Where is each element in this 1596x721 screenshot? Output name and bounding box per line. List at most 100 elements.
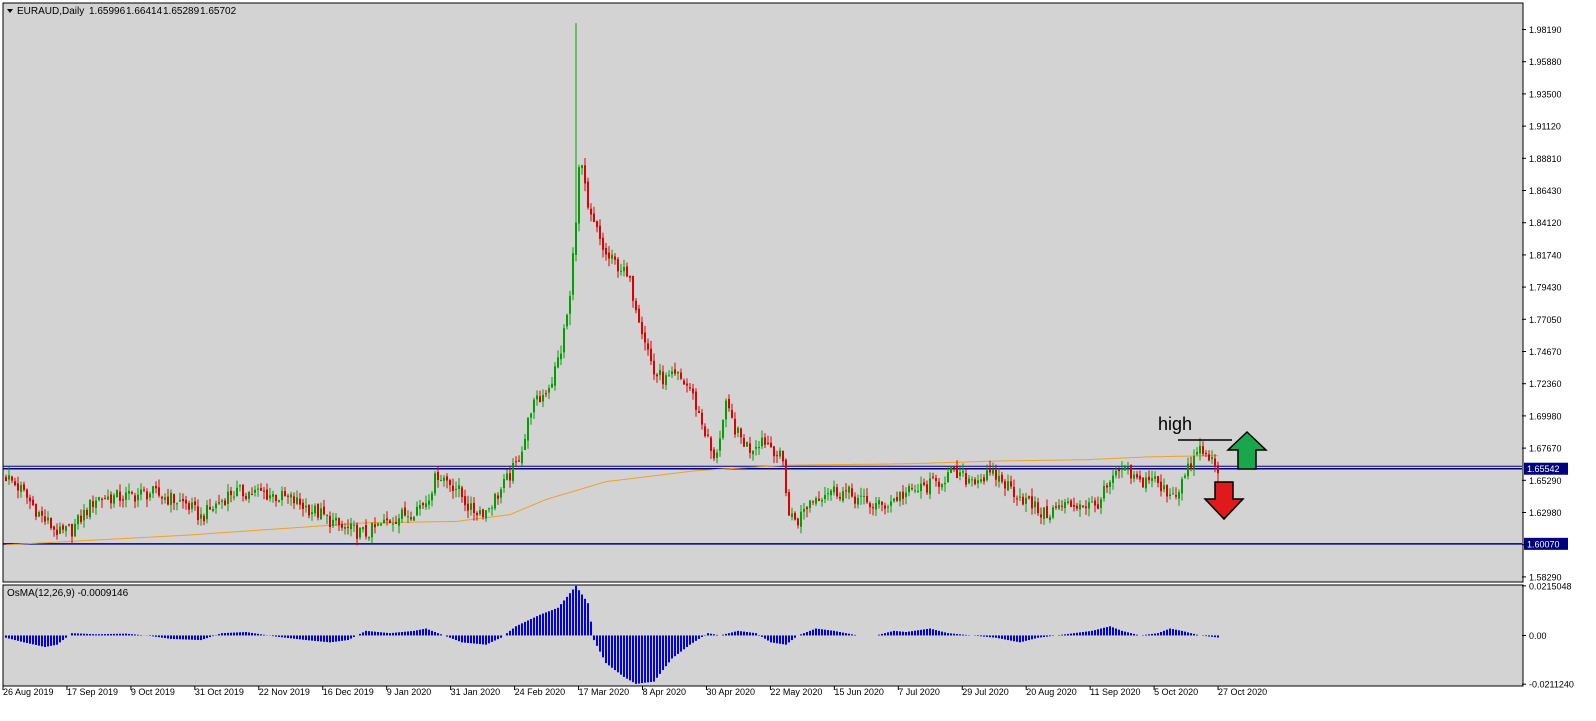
candle-body	[164, 497, 166, 500]
candle	[650, 340, 652, 365]
candle	[170, 489, 172, 513]
candle-body	[320, 508, 322, 520]
candle	[782, 450, 784, 467]
candle-body	[386, 518, 388, 521]
candle	[74, 519, 76, 538]
date-tick-label: 11 Sep 2020	[1090, 687, 1140, 697]
candle	[494, 492, 496, 511]
candle	[890, 495, 892, 513]
candle-body	[740, 428, 742, 438]
arrow-down-icon[interactable]	[1203, 481, 1245, 521]
candle-body	[1034, 501, 1036, 508]
candle	[287, 493, 289, 504]
date-tick-label: 31 Oct 2019	[195, 687, 244, 697]
candle	[788, 489, 790, 517]
candle	[872, 503, 874, 516]
candle	[830, 489, 832, 501]
price-tick-label: 1.77050	[1529, 315, 1562, 325]
candle-body	[632, 275, 634, 301]
candle-body	[479, 510, 481, 515]
candle	[5, 474, 7, 482]
candle-body	[587, 181, 589, 208]
candle	[992, 462, 994, 476]
candle	[266, 483, 268, 501]
candle	[917, 484, 919, 494]
candle	[749, 436, 751, 459]
candle	[1121, 461, 1123, 478]
candle	[1082, 505, 1084, 508]
candle-body	[887, 506, 889, 508]
price-tick-label: 1.95880	[1529, 57, 1562, 67]
main-pane[interactable]	[2, 2, 1524, 583]
candle	[920, 476, 922, 499]
candle	[350, 517, 352, 537]
candle	[827, 487, 829, 501]
candle-body	[881, 501, 883, 505]
candle	[62, 523, 64, 534]
candle-body	[845, 490, 847, 492]
candle	[677, 371, 679, 381]
candle	[56, 523, 58, 540]
candle	[131, 490, 133, 495]
candle	[92, 495, 94, 513]
candle-body	[212, 508, 214, 511]
candle-body	[314, 505, 316, 514]
candle-body	[878, 500, 880, 505]
candle	[95, 496, 97, 515]
candle-body	[131, 491, 133, 494]
candle	[902, 484, 904, 505]
candle	[983, 474, 985, 485]
candle	[938, 477, 940, 495]
candle	[530, 412, 532, 425]
candle-body	[593, 213, 595, 223]
candle	[776, 450, 778, 464]
candle-body	[602, 237, 604, 250]
candle-body	[1184, 475, 1186, 478]
symbol-dropdown-icon[interactable]	[7, 9, 13, 13]
candle	[608, 246, 610, 267]
candle	[785, 458, 787, 497]
candle	[845, 483, 847, 499]
candle	[824, 486, 826, 504]
candle	[158, 479, 160, 498]
price-tick-label: 1.67670	[1529, 444, 1562, 454]
candle	[233, 490, 235, 501]
candle	[260, 483, 262, 491]
date-tick-label: 29 Jul 2020	[962, 687, 1009, 697]
candle-body	[734, 418, 736, 435]
candle-body	[965, 473, 967, 485]
candle-body	[800, 511, 802, 527]
candle-body	[374, 524, 376, 528]
candle	[23, 481, 25, 492]
candle	[98, 496, 100, 502]
candle-body	[902, 491, 904, 499]
candle-body	[500, 489, 502, 498]
candle	[236, 480, 238, 497]
arrow-up-icon[interactable]	[1226, 430, 1268, 470]
candle	[1106, 482, 1108, 493]
candle-body	[425, 503, 427, 508]
price-tick-label: 1.93500	[1529, 89, 1562, 99]
candle-body	[806, 507, 808, 510]
candle-body	[707, 434, 709, 436]
date-tick-label: 30 Apr 2020	[706, 687, 755, 697]
candle	[1022, 493, 1024, 506]
candle	[1133, 471, 1135, 483]
candle	[971, 476, 973, 487]
candle-body	[209, 506, 211, 510]
candle-body	[110, 494, 112, 504]
candle-body	[299, 498, 301, 505]
candle	[374, 517, 376, 534]
candle-body	[257, 488, 259, 490]
candle-body	[383, 519, 385, 524]
candle-body	[245, 496, 247, 499]
candle-body	[764, 437, 766, 445]
candle	[602, 232, 604, 258]
candle	[332, 512, 334, 528]
date-tick-label: 9 Oct 2019	[131, 687, 175, 697]
candle	[596, 220, 598, 233]
candle-body	[140, 489, 142, 495]
candle	[965, 469, 967, 488]
candle	[533, 397, 535, 419]
candle-body	[104, 498, 106, 500]
